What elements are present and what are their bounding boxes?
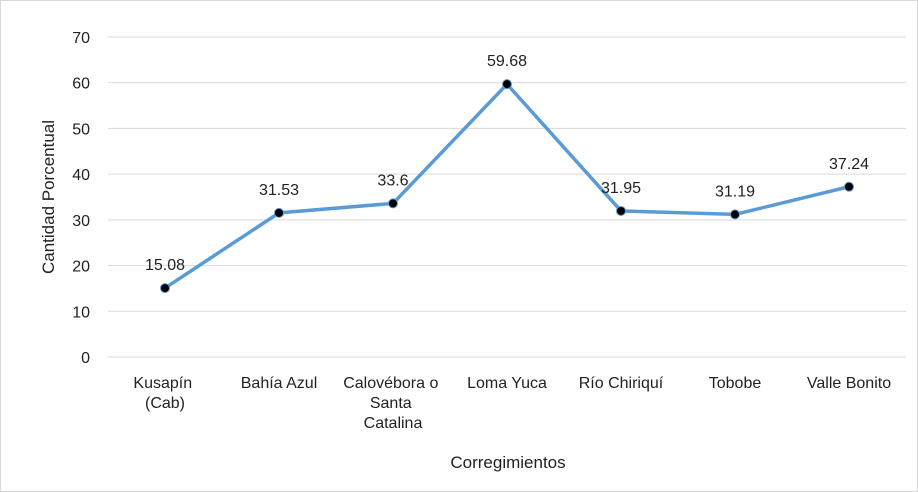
data-point [160,283,170,294]
y-tick-label: 20 [72,259,90,276]
y-tick-label: 40 [72,167,90,184]
y-tick-label: 30 [72,213,90,230]
data-label: 33.6 [377,172,408,189]
x-tick-label: Río Chiriquí [579,375,664,392]
x-tick-label: Kusapín (Cab) [133,375,196,412]
data-label: 31.53 [259,182,299,199]
data-point [844,181,854,192]
x-tick-label: Tobobe [709,375,762,392]
data-label: 31.95 [601,180,641,197]
y-tick-label: 0 [81,350,90,367]
data-label: 15.08 [145,257,185,274]
data-label: 31.19 [715,183,755,200]
x-axis-title: Corregimientos [450,453,565,472]
data-point [502,79,512,90]
y-axis-title: Cantidad Porcentual [39,120,58,274]
y-tick-label: 60 [72,76,90,93]
x-tick-label: Bahía Azul [241,375,318,392]
y-tick-label: 70 [72,30,90,47]
x-tick-label: Loma Yuca [467,375,547,392]
y-tick-label: 50 [72,121,90,138]
y-tick-label: 10 [72,304,90,321]
data-point [274,207,284,218]
x-tick-label: Calovébora o Santa Catalina [343,375,443,432]
data-label: 59.68 [487,53,527,70]
data-point [388,198,398,209]
data-point [730,209,740,220]
data-label: 37.24 [829,156,869,173]
data-point [616,205,626,216]
x-tick-label: Valle Bonito [807,375,891,392]
